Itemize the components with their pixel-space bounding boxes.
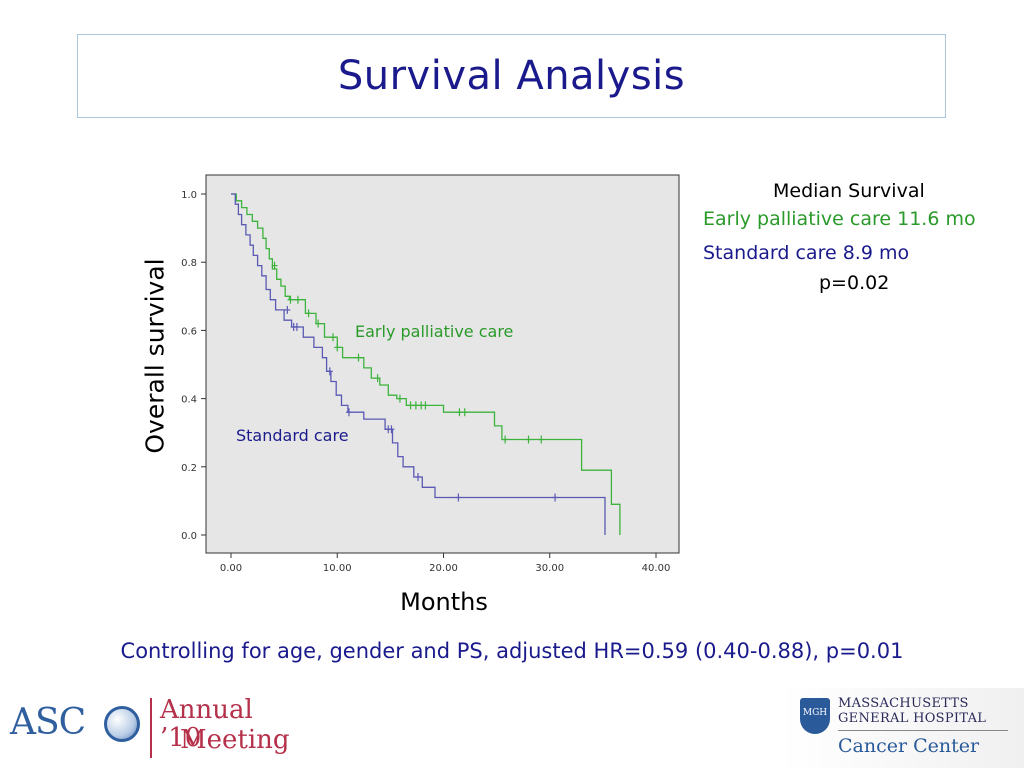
median-survival-box: Median Survival Early palliative care 11… [703, 176, 993, 298]
mgh-name-line1: MASSACHUSETTS [838, 696, 969, 711]
y-tick-label: 0.0 [181, 531, 197, 542]
median-heading: Median Survival [773, 180, 925, 202]
x-tick-label: 20.00 [429, 563, 458, 574]
axes: 0.0 0.2 0.4 0.6 0.8 1.0 0.00 10.00 20.00 30.00 40.… [181, 190, 670, 574]
x-axis-label: Months [400, 588, 488, 616]
plot-background [205, 174, 680, 554]
mgh-logo: MGH MASSACHUSETTS GENERAL HOSPITAL Cance… [782, 688, 1024, 768]
asco-logo: ASC Annual ’10 Meeting [10, 694, 300, 764]
annual-text: Annual ’10 [160, 695, 253, 753]
meeting-text: Meeting [180, 725, 290, 755]
curves [231, 193, 621, 535]
mgh-name-line2: GENERAL HOSPITAL [838, 711, 987, 726]
y-tick-label: 0.8 [181, 258, 197, 269]
slide-title: Survival Analysis [337, 53, 686, 99]
series-label-early: Early palliative care [355, 322, 514, 341]
x-tick-label: 30.00 [535, 563, 564, 574]
asco-text: ASC [10, 702, 86, 743]
y-tick-label: 0.2 [181, 463, 197, 474]
mgh-cancer-center: Cancer Center [838, 735, 980, 757]
y-axis-label: Overall survival [140, 258, 170, 454]
survival-curve-standard [231, 193, 606, 535]
y-tick-label: 1.0 [181, 190, 197, 201]
asco-globe-icon [104, 706, 140, 742]
median-p-value: p=0.02 [819, 272, 890, 294]
y-tick-label: 0.4 [181, 395, 197, 406]
logo-divider [150, 698, 152, 758]
mgh-rule [838, 730, 1008, 731]
x-tick-label: 40.00 [642, 563, 671, 574]
y-tick-label: 0.6 [181, 326, 197, 337]
median-early: Early palliative care 11.6 mo [703, 208, 976, 230]
series-label-standard: Standard care [236, 426, 349, 445]
x-tick-label: 10.00 [323, 563, 352, 574]
title-box: Survival Analysis [77, 34, 946, 118]
median-standard: Standard care 8.9 mo [703, 242, 910, 264]
mgh-shield-icon: MGH [800, 698, 830, 734]
footnote: Controlling for age, gender and PS, adju… [120, 639, 904, 663]
x-tick-label: 0.00 [220, 563, 242, 574]
